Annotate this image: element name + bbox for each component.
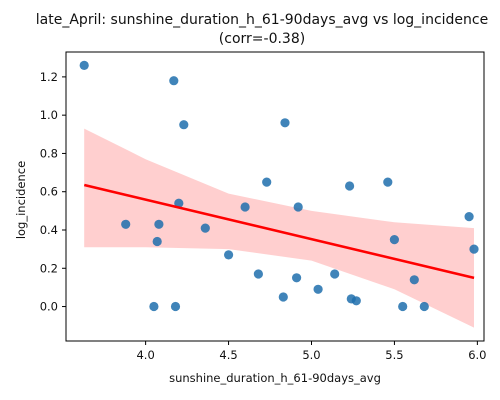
data-point-5	[262, 177, 272, 187]
data-point-20	[330, 269, 340, 279]
data-point-3	[179, 120, 189, 130]
data-point-27	[149, 301, 159, 312]
data-point-28	[170, 301, 181, 312]
data-point-17	[469, 244, 479, 254]
x-tick-label-0: 4.0	[136, 348, 154, 362]
data-point-22	[409, 275, 419, 285]
confidence-band	[84, 128, 474, 328]
x-tick-label-3: 5.5	[385, 348, 403, 362]
data-point-1	[79, 60, 89, 70]
data-point-15	[389, 235, 399, 245]
data-point-30	[419, 301, 429, 312]
data-point-21	[292, 273, 302, 283]
y-tick-label-3: 0.6	[40, 185, 58, 199]
data-point-6	[345, 181, 355, 191]
y-tick-label-5: 1.0	[40, 108, 58, 122]
y-axis-label: log_incidence	[14, 161, 28, 239]
data-point-10	[293, 202, 303, 212]
data-point-8	[174, 198, 184, 208]
data-point-12	[154, 219, 164, 229]
data-point-19	[253, 269, 263, 279]
confidence-band-layer	[84, 128, 474, 328]
data-point-18	[224, 250, 234, 260]
axes-layer: 4.0 4.5 5.0 5.5 6.0 0.0 0.2 0.4 0.6 0.8 1.0 1.2	[40, 51, 487, 362]
data-point-11	[121, 219, 131, 229]
x-tick-label-1: 4.5	[219, 348, 237, 362]
data-point-2	[169, 76, 179, 86]
chart-title-line-1: late_April: sunshine_duration_h_61-90day…	[36, 12, 488, 28]
y-tick-label-4: 0.8	[40, 146, 58, 160]
x-axis-label: sunshine_duration_h_61-90days_avg	[169, 371, 381, 385]
data-point-14	[152, 236, 162, 247]
data-point-7	[383, 177, 393, 187]
x-tick-label-4: 6.0	[468, 348, 486, 362]
data-point-29	[398, 301, 408, 312]
points-layer	[79, 60, 479, 312]
y-tick-label-1: 0.2	[40, 261, 58, 275]
y-tick-label-2: 0.4	[40, 223, 58, 237]
regression-line	[83, 183, 475, 280]
data-point-26	[351, 296, 361, 306]
y-tick-label-6: 1.2	[40, 70, 58, 84]
data-point-16	[464, 212, 474, 222]
x-tick-label-2: 5.0	[302, 348, 320, 362]
data-point-9	[240, 202, 250, 212]
chart-title-line-2: (corr=-0.38)	[219, 31, 305, 47]
regression-line-layer	[83, 183, 475, 280]
data-point-24	[278, 292, 288, 302]
data-point-23	[313, 284, 323, 294]
plot-frame	[65, 51, 485, 342]
y-tick-label-0: 0.0	[40, 300, 58, 314]
data-point-4	[280, 118, 290, 128]
data-point-13	[200, 223, 210, 233]
